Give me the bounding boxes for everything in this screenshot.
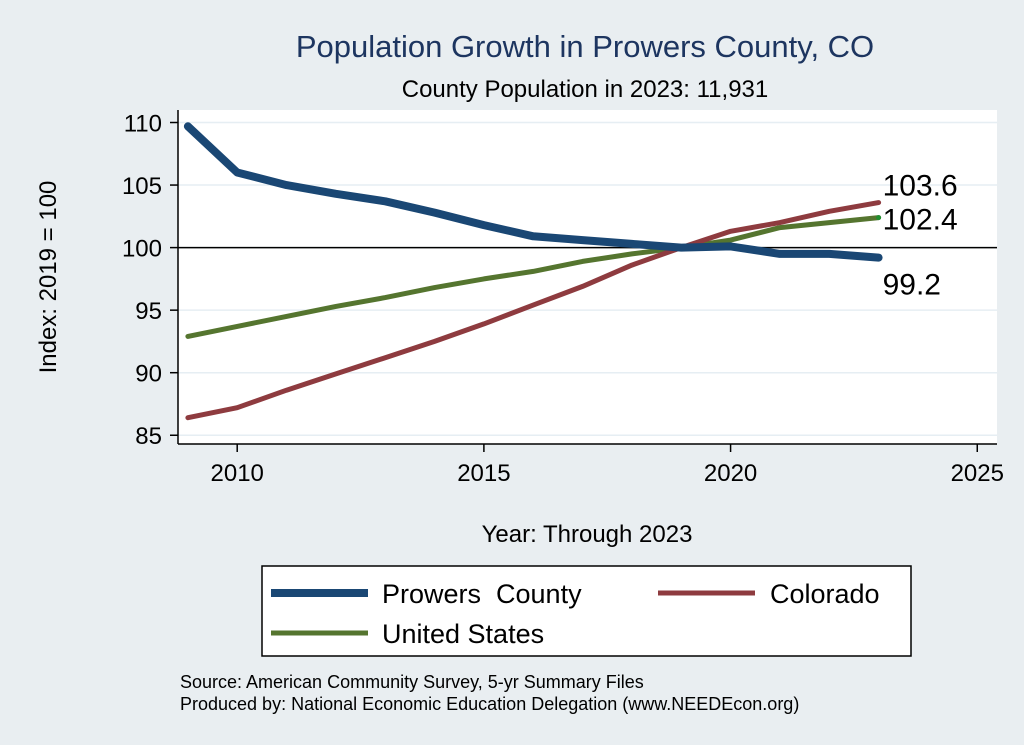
producer-note: Produced by: National Economic Education… <box>180 694 799 714</box>
series-line-prowers-county <box>183 122 883 262</box>
y-tick-label: 110 <box>124 111 162 138</box>
y-axis-label: Index: 2019 = 100 <box>35 181 62 374</box>
series-line-colorado <box>185 200 882 421</box>
end-marker <box>876 215 882 221</box>
x-axis-label: Year: Through 2023 <box>482 521 693 548</box>
y-axis: 85 90 95 100 105 110 <box>122 110 179 450</box>
legend-box <box>261 565 912 657</box>
end-label-colorado: 103.6 <box>883 170 958 203</box>
x-tick-label: 2020 <box>704 460 757 487</box>
y-tick-label: 105 <box>122 173 162 200</box>
y-tick-label: 95 <box>135 298 162 325</box>
chart-title: Population Growth in Prowers County, CO <box>296 29 874 64</box>
legend-label-united-states: United States <box>382 619 544 649</box>
legend: Prowers County Colorado United States <box>261 565 912 657</box>
series-lines <box>183 122 883 421</box>
y-tick-label: 100 <box>122 236 162 263</box>
x-tick-label: 2010 <box>211 460 264 487</box>
x-tick-label: 2025 <box>951 460 1004 487</box>
plot-area <box>178 110 997 444</box>
y-tick-label: 90 <box>135 361 162 388</box>
series-line-united-states <box>185 215 882 339</box>
end-label-united-states: 102.4 <box>883 204 958 237</box>
x-tick-label: 2015 <box>457 460 510 487</box>
end-label-prowers-county: 99.2 <box>883 269 941 302</box>
y-tick-label: 85 <box>135 423 162 450</box>
chart-subtitle: County Population in 2023: 11,931 <box>402 76 769 103</box>
legend-label-prowers-county: Prowers County <box>382 579 582 609</box>
x-axis: 2010 2015 2020 2025 <box>178 443 1004 487</box>
legend-label-colorado: Colorado <box>770 579 880 609</box>
source-note: Source: American Community Survey, 5-yr … <box>180 672 644 692</box>
